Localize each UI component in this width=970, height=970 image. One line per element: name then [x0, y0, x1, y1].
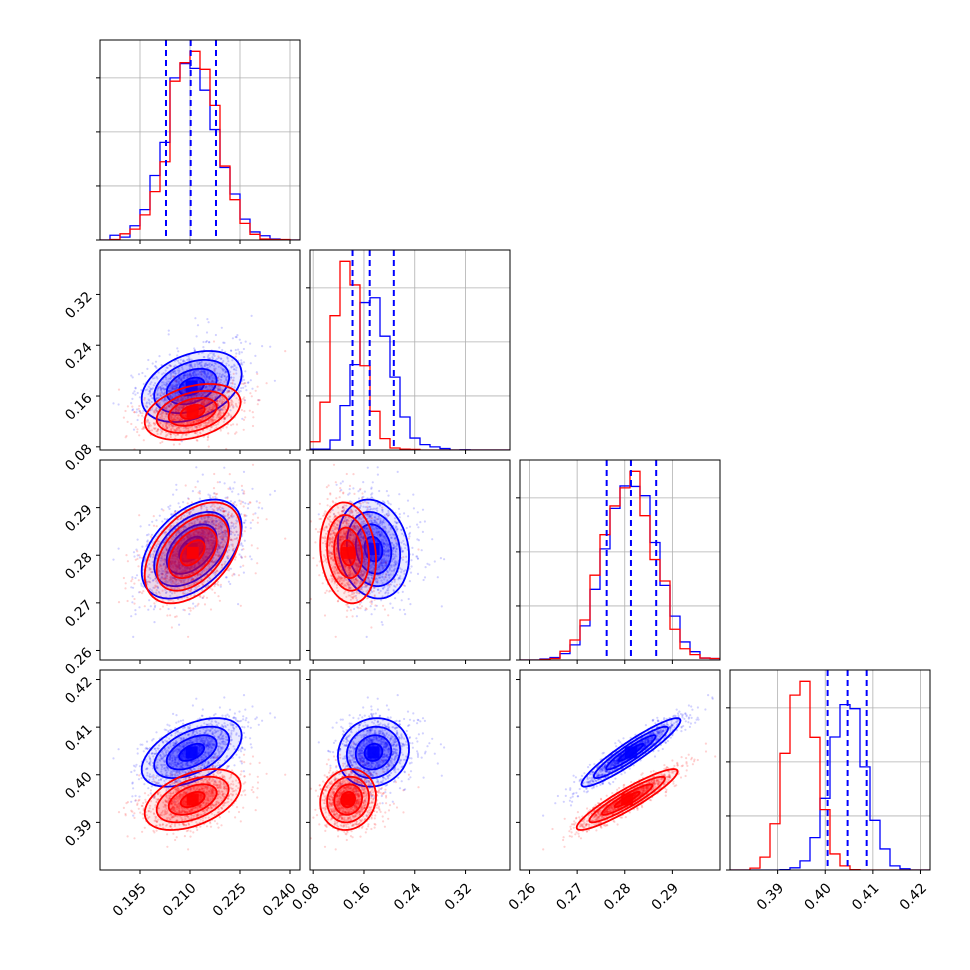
- x-tick-label: 0.195: [110, 880, 150, 920]
- panel-frame: [99, 39, 301, 241]
- panel-frame: [99, 459, 301, 661]
- y-tick-label: 0.28: [62, 550, 95, 583]
- x-tick-label: 0.41: [849, 880, 882, 913]
- y-tick-label: 0.27: [62, 597, 95, 630]
- contours-blue: [336, 717, 410, 788]
- x-tick-label: 0.42: [897, 880, 930, 913]
- y-tick-label: 0.29: [62, 502, 95, 535]
- x-tick-label: 0.24: [391, 880, 424, 913]
- y-tick-label: 0.41: [62, 721, 95, 754]
- histogram-blue: [520, 485, 720, 660]
- panel-0-0: [96, 39, 301, 244]
- histogram-red: [520, 470, 720, 660]
- panel-2-2: [516, 459, 721, 664]
- y-tick-label: 0.39: [62, 817, 95, 850]
- x-tick-label: 0.16: [340, 880, 373, 913]
- y-tick-label: 0.40: [62, 769, 95, 802]
- x-tick-label: 0.26: [506, 880, 539, 913]
- contours-blue: [580, 717, 682, 788]
- panel-frame: [309, 669, 511, 871]
- panel-frame: [729, 669, 931, 871]
- x-tick-label: 0.39: [754, 880, 787, 913]
- x-tick-label: 0.29: [649, 880, 682, 913]
- panel-frame: [99, 249, 301, 451]
- panel-frame: [309, 459, 511, 661]
- histogram-red: [310, 260, 510, 450]
- contours-red: [143, 768, 242, 831]
- panel-2-1: [306, 459, 511, 664]
- panel-1-1: [306, 249, 511, 454]
- histogram-blue: [310, 297, 510, 450]
- panel-3-0: [96, 669, 301, 874]
- y-tick-label: 0.16: [62, 390, 95, 423]
- panel-3-1: [306, 669, 511, 874]
- panel-frame: [519, 669, 721, 871]
- x-tick-label: 0.27: [553, 880, 586, 913]
- contours-red: [319, 768, 377, 831]
- contours-red: [319, 501, 377, 605]
- panel-2-0: [96, 459, 301, 664]
- x-tick-label: 0.40: [801, 880, 834, 913]
- x-tick-label: 0.08: [289, 880, 322, 913]
- panel-3-2: [516, 669, 721, 874]
- panel-frame: [99, 669, 301, 871]
- x-tick-label: 0.32: [442, 880, 475, 913]
- panel-3-3: [726, 669, 931, 874]
- panel-1-0: [96, 249, 301, 454]
- panel-frame: [309, 249, 511, 451]
- x-tick-label: 0.210: [160, 880, 200, 920]
- histogram-blue: [100, 62, 300, 240]
- x-tick-label: 0.28: [601, 880, 634, 913]
- contours-red: [143, 501, 242, 605]
- panel-frame: [519, 459, 721, 661]
- y-tick-label: 0.08: [62, 441, 95, 474]
- contours-red: [143, 383, 242, 441]
- x-tick-label: 0.225: [210, 880, 250, 920]
- histogram-red: [730, 680, 930, 870]
- y-tick-label: 0.24: [62, 340, 95, 373]
- y-tick-label: 0.26: [62, 645, 95, 678]
- y-tick-label: 0.32: [62, 289, 95, 322]
- histogram-red: [100, 50, 300, 240]
- y-tick-label: 0.42: [62, 674, 95, 707]
- contours-red: [575, 768, 679, 831]
